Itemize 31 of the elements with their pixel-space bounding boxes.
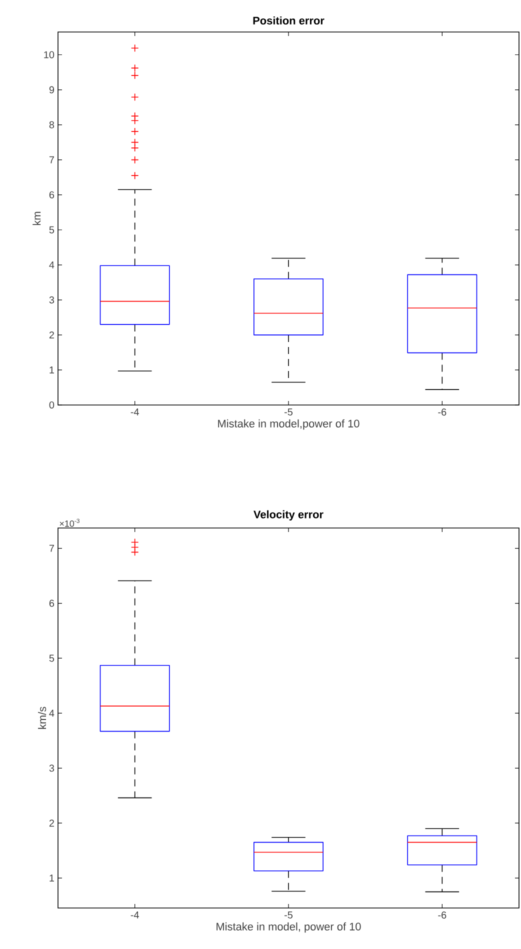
- y-tick-label: 6: [49, 600, 54, 607]
- x-tick-label: -6: [438, 408, 446, 416]
- y-tick-label: 1: [50, 874, 54, 882]
- y-tick-label: 6: [49, 191, 54, 198]
- y-tick-label: 2: [49, 331, 54, 338]
- x-tick-label: -5: [284, 408, 293, 416]
- y-tick-label: 5: [49, 226, 54, 234]
- x-tick-label: -5: [284, 912, 293, 918]
- x-axis-title: Mistake in model, power of 10: [216, 922, 361, 933]
- x-tick-label: -4: [130, 912, 139, 918]
- chart-title: Velocity error: [254, 510, 324, 520]
- y-tick-label: 8: [49, 121, 54, 128]
- y-tick-label: 1: [50, 366, 54, 374]
- y-tick-label: 4: [49, 710, 54, 717]
- y-tick-label: 7: [49, 156, 54, 164]
- chart-title: Position error: [253, 16, 324, 24]
- y-tick-label: 5: [49, 654, 54, 662]
- y-axis-title: km/s: [38, 706, 46, 729]
- y-tick-label: 4: [49, 261, 54, 268]
- y-tick-label: 9: [49, 86, 54, 94]
- y-tick-label: 3: [49, 296, 54, 304]
- y-tick-label: 0: [49, 401, 54, 409]
- y-tick-label: 2: [49, 820, 54, 827]
- y-tick-label: 7: [49, 544, 54, 552]
- y-axis-title: km: [32, 212, 41, 226]
- text: ×10$^{-3}$: [60, 518, 80, 527]
- x-tick-label: -4: [130, 408, 139, 416]
- x-tick-label: -6: [438, 912, 446, 919]
- y-tick-label: 10: [44, 51, 54, 58]
- y-tick-label: 3: [49, 764, 54, 772]
- x-axis-title: Mistake in model,power of 10: [218, 419, 360, 430]
